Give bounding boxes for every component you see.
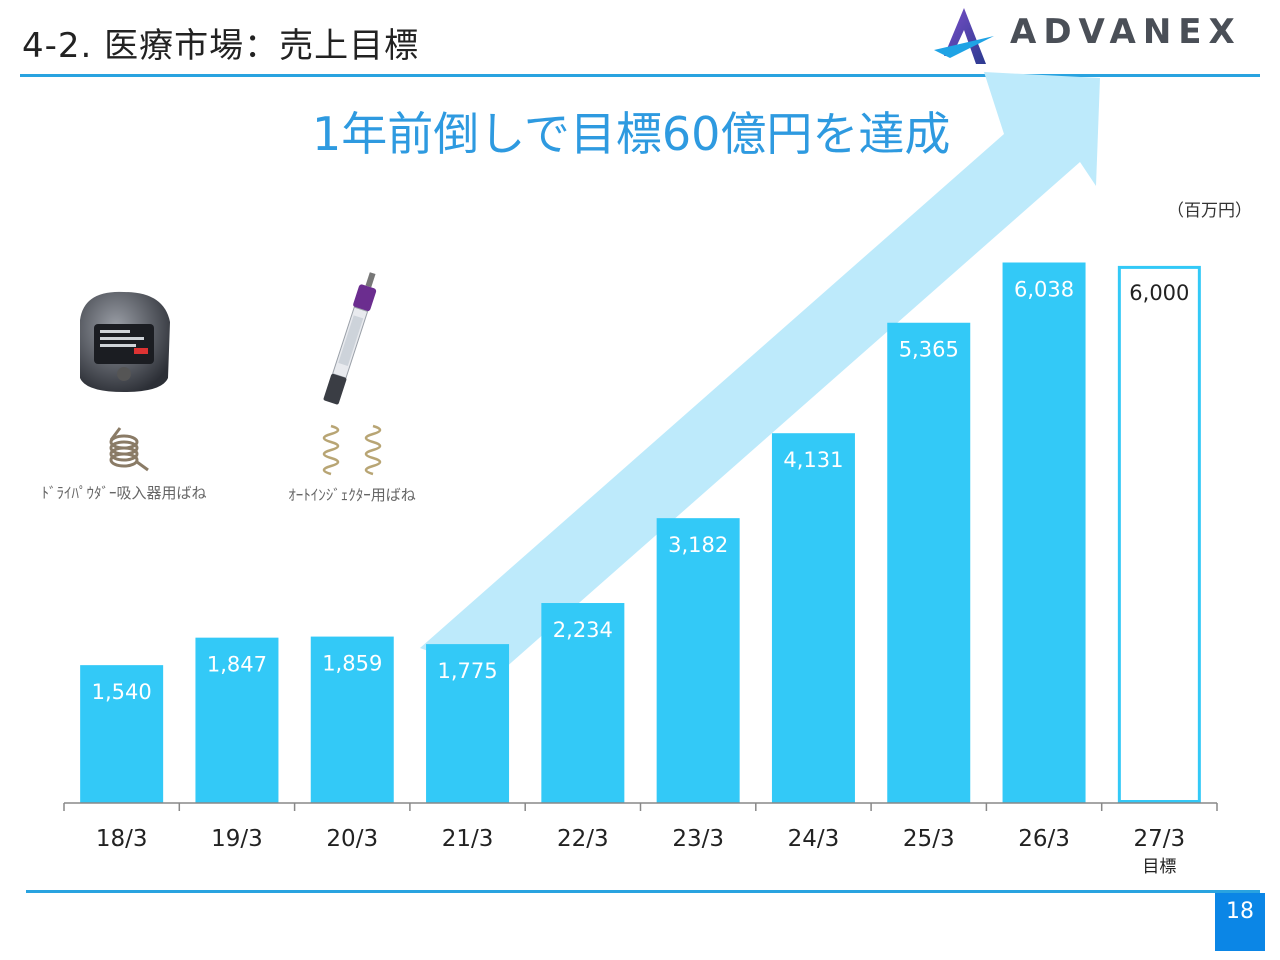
compression-springs-image [322,424,382,476]
bar-value-label-3: 1,775 [437,659,497,683]
advanex-logo: ADVANEX [930,6,1260,68]
x-tick-label-7: 25/3 [903,826,955,852]
sales-bar-chart: 1,540 1,847 1,859 1,775 2,234 3,182 4,131 5,365… [63,72,1218,877]
bar-value-label-7: 5,365 [899,338,959,362]
x-tick-label-2: 20/3 [326,826,378,852]
x-tick-label-3: 21/3 [442,826,494,852]
x-tick-label-6: 24/3 [788,826,840,852]
bar-labels-group: 1,540 1,847 1,859 1,775 2,234 3,182 4,131 5,365… [92,278,1190,705]
bar-value-label-4: 2,234 [553,618,613,642]
product-dry-powder-inhaler: ﾄﾞﾗｲﾊﾟｳﾀﾞｰ吸入器用ばね [18,280,230,503]
x-ticks-group [63,803,1218,811]
bar-value-label-1: 1,847 [207,653,267,677]
bar-4 [541,603,625,803]
x-tick-label-1: 19/3 [211,826,263,852]
dry-powder-inhaler-image [80,291,170,392]
x-tick-label-9: 27/3 [1134,826,1186,852]
page-number: 18 [1215,893,1265,951]
target-bar-9 [1117,265,1201,804]
header-rule [20,74,1260,77]
auto-injector-image [323,272,377,405]
torsion-spring-image [109,427,149,472]
bar-5 [656,518,740,803]
footer-rule [26,890,1260,893]
bar-6 [771,433,855,803]
bar-1 [195,637,279,803]
x-tick-label-5: 23/3 [672,826,724,852]
bar-value-label-6: 4,131 [783,448,843,472]
unit-label: （百万円） [1167,201,1252,221]
bars-group [80,262,1201,804]
headline: 1年前倒しで目標60億円を達成 [312,107,951,161]
bar-value-label-8: 6,038 [1014,278,1074,302]
bar-value-label-9: 6,000 [1129,281,1189,305]
bar-8 [1002,262,1086,804]
product-label-inhaler: ﾄﾞﾗｲﾊﾟｳﾀﾞｰ吸入器用ばね [41,484,207,502]
product-auto-injector: ｵｰﾄｲﾝｼﾞｪｸﾀｰ用ばね [262,270,442,505]
bar-0 [80,665,164,803]
bar-3 [426,644,510,803]
x-tick-labels-group: 18/3 19/3 20/3 21/3 22/3 23/3 24/3 25/3 26/3 27/3… [96,826,1185,877]
growth-arrow [420,72,1100,676]
bar-7 [887,322,971,803]
x-tick-label-0: 18/3 [96,826,148,852]
x-tick-label-8: 26/3 [1018,826,1070,852]
x-tick-label-4: 22/3 [557,826,609,852]
product-label-auto-injector: ｵｰﾄｲﾝｼﾞｪｸﾀｰ用ばね [288,486,416,504]
bar-value-label-5: 3,182 [668,533,728,557]
logo-text: ADVANEX [1010,12,1242,52]
bar-value-label-2: 1,859 [322,652,382,676]
target-sublabel: 目標 [1142,857,1176,877]
bar-value-label-0: 1,540 [92,680,152,704]
advanex-logo-icon [934,8,994,64]
page-title: 4-2. 医療市場：売上目標 [22,26,420,66]
bar-2 [310,636,394,803]
